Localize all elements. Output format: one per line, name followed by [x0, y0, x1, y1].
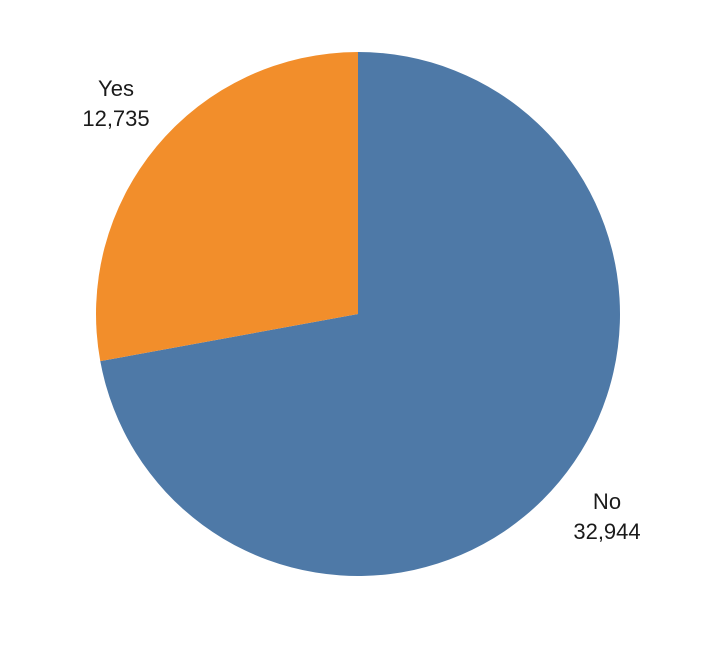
- slice-label-no-value: 32,944: [573, 519, 641, 544]
- slice-label-yes-value: 12,735: [82, 106, 150, 131]
- slice-label-yes: Yes 12,735: [82, 74, 149, 134]
- slice-label-no-category: No: [592, 489, 622, 514]
- pie-slice-yes: [96, 52, 358, 362]
- slice-label-no: No 32,944: [573, 487, 640, 547]
- pie-slice-no: [100, 52, 621, 577]
- slice-label-yes-category: Yes: [98, 76, 134, 101]
